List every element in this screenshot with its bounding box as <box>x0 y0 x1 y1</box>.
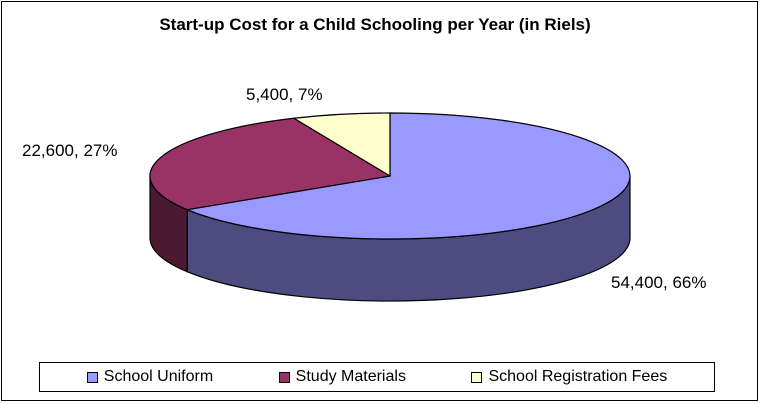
pie-tops <box>149 112 631 240</box>
pie-slice-registration-fees <box>293 112 391 177</box>
legend-item-registration-fees: School Registration Fees <box>471 368 667 386</box>
legend-label-study-materials: Study Materials <box>295 368 406 385</box>
chart-title: Start-up Cost for a Child Schooling per … <box>159 15 590 34</box>
data-label-study-materials: 22,600, 27% <box>22 141 117 160</box>
pie-slice-school-uniform <box>186 112 631 240</box>
legend-swatch-registration-fees <box>471 371 483 383</box>
legend-item-school-uniform: School Uniform <box>86 368 214 386</box>
legend: School Uniform Study Materials School Re… <box>39 362 715 392</box>
legend-swatch-school-uniform <box>86 371 98 383</box>
pie-slice-study-materials <box>149 117 391 211</box>
legend-label-school-uniform: School Uniform <box>103 368 214 385</box>
legend-label-registration-fees: School Registration Fees <box>488 368 668 385</box>
data-label-registration-fees: 5,400, 7% <box>246 85 323 104</box>
legend-item-study-materials: Study Materials <box>278 368 406 386</box>
legend-swatch-study-materials <box>278 371 290 383</box>
data-label-school-uniform: 54,400, 66% <box>611 273 706 292</box>
